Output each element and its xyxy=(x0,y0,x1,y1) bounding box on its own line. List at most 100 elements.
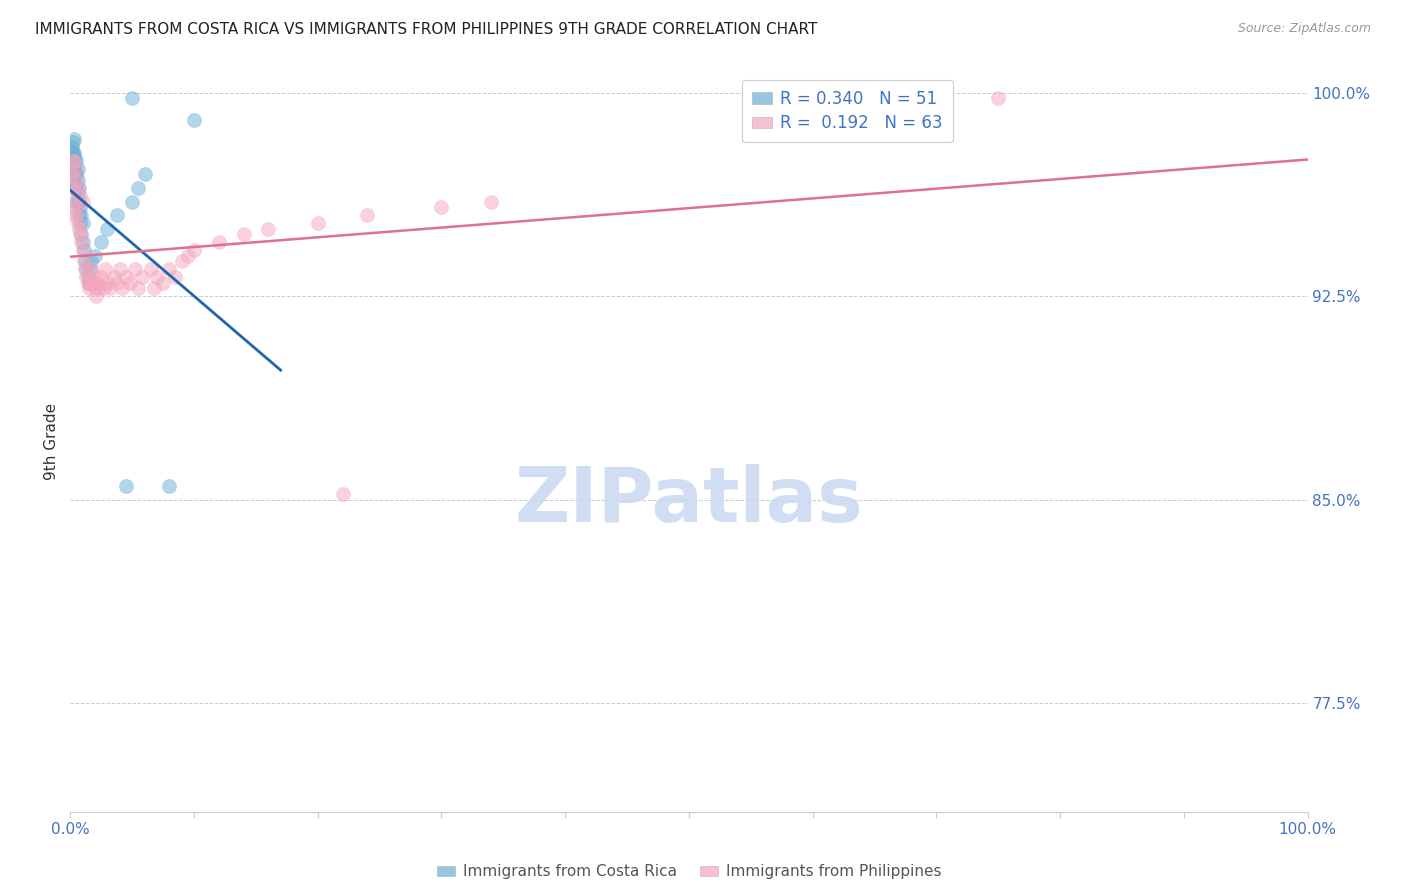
Point xyxy=(143,281,166,295)
Point xyxy=(63,153,86,168)
Point xyxy=(63,161,86,176)
Point xyxy=(75,270,97,285)
Point xyxy=(65,173,87,187)
Point xyxy=(69,227,91,241)
Point xyxy=(139,262,162,277)
Point xyxy=(479,194,502,209)
Point xyxy=(90,235,112,250)
Point xyxy=(62,161,84,176)
Point xyxy=(105,208,128,222)
Point xyxy=(183,113,205,128)
Point xyxy=(66,186,89,201)
Point xyxy=(65,153,87,168)
Point xyxy=(111,281,134,295)
Point xyxy=(152,276,174,290)
Point xyxy=(146,270,169,285)
Point xyxy=(177,249,200,263)
Point xyxy=(66,161,89,176)
Point xyxy=(72,244,94,258)
Point xyxy=(165,270,187,285)
Point xyxy=(157,479,180,493)
Point xyxy=(65,200,87,214)
Point xyxy=(66,181,89,195)
Point xyxy=(65,181,87,195)
Point xyxy=(69,216,91,230)
Point xyxy=(80,254,103,268)
Point xyxy=(63,145,86,160)
Point xyxy=(67,194,90,209)
Point xyxy=(67,181,90,195)
Point xyxy=(66,173,89,187)
Point xyxy=(131,270,153,285)
Point xyxy=(62,135,84,149)
Point xyxy=(60,168,83,182)
Point xyxy=(87,281,110,295)
Point xyxy=(62,194,84,209)
Point xyxy=(60,153,83,168)
Point xyxy=(65,161,87,176)
Point xyxy=(67,208,90,222)
Y-axis label: 9th Grade: 9th Grade xyxy=(44,403,59,480)
Point xyxy=(84,281,107,295)
Point xyxy=(73,244,96,258)
Point xyxy=(76,270,98,285)
Point xyxy=(121,194,143,209)
Point xyxy=(60,140,83,154)
Point xyxy=(430,200,453,214)
Point xyxy=(65,168,87,182)
Point xyxy=(65,168,87,182)
Point xyxy=(62,153,84,168)
Point xyxy=(332,487,354,501)
Point xyxy=(80,262,103,277)
Point xyxy=(94,262,117,277)
Point xyxy=(67,221,90,235)
Point xyxy=(115,479,138,493)
Point xyxy=(72,235,94,250)
Text: ZIPatlas: ZIPatlas xyxy=(515,464,863,538)
Point xyxy=(63,173,86,187)
Point xyxy=(232,227,254,241)
Point xyxy=(183,244,205,258)
Point xyxy=(157,262,180,277)
Point xyxy=(63,153,86,168)
Point xyxy=(79,262,101,277)
Point xyxy=(65,208,87,222)
Point xyxy=(84,249,107,263)
Point xyxy=(63,208,86,222)
Point xyxy=(96,221,118,235)
Point xyxy=(70,208,93,222)
Point xyxy=(124,262,146,277)
Point xyxy=(127,181,149,195)
Text: IMMIGRANTS FROM COSTA RICA VS IMMIGRANTS FROM PHILIPPINES 9TH GRADE CORRELATION : IMMIGRANTS FROM COSTA RICA VS IMMIGRANTS… xyxy=(35,22,817,37)
Point xyxy=(84,289,107,303)
Point xyxy=(134,168,156,182)
Point xyxy=(121,91,143,105)
Point xyxy=(66,216,89,230)
Point xyxy=(356,208,378,222)
Point xyxy=(69,189,91,203)
Point xyxy=(79,276,101,290)
Point xyxy=(70,227,93,241)
Point xyxy=(72,194,94,209)
Point xyxy=(77,276,100,290)
Point xyxy=(127,281,149,295)
Point xyxy=(62,153,84,168)
Point xyxy=(86,276,108,290)
Point xyxy=(60,181,83,195)
Point xyxy=(93,281,115,295)
Point xyxy=(75,254,97,268)
Point xyxy=(257,221,280,235)
Point xyxy=(115,270,138,285)
Point xyxy=(90,270,112,285)
Point xyxy=(98,281,121,295)
Point xyxy=(62,145,84,160)
Point xyxy=(60,145,83,160)
Point xyxy=(96,276,118,290)
Text: Source: ZipAtlas.com: Source: ZipAtlas.com xyxy=(1237,22,1371,36)
Point xyxy=(82,270,104,285)
Point xyxy=(170,254,193,268)
Point xyxy=(105,276,128,290)
Point xyxy=(72,216,94,230)
Legend: Immigrants from Costa Rica, Immigrants from Philippines: Immigrants from Costa Rica, Immigrants f… xyxy=(430,858,948,886)
Point xyxy=(108,262,131,277)
